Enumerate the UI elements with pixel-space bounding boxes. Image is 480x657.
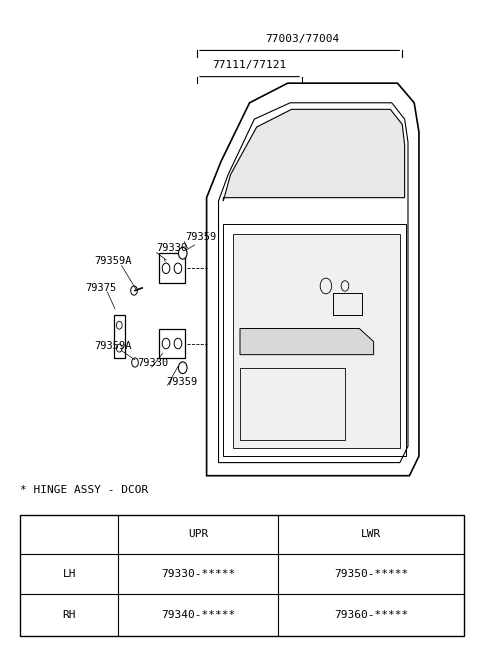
Text: 79330: 79330: [156, 243, 188, 254]
Text: 79350-*****: 79350-*****: [334, 569, 408, 579]
Circle shape: [179, 362, 187, 374]
Circle shape: [116, 321, 122, 329]
Text: 79359A: 79359A: [95, 342, 132, 351]
Text: 79359: 79359: [166, 377, 197, 388]
Text: LH: LH: [62, 569, 76, 579]
Text: UPR: UPR: [188, 530, 208, 539]
Bar: [159, 328, 185, 358]
PathPatch shape: [223, 109, 405, 201]
Text: 79359: 79359: [185, 231, 216, 242]
Bar: [333, 292, 362, 315]
Bar: [114, 315, 125, 358]
Text: 79330: 79330: [137, 358, 168, 368]
Text: 79375: 79375: [85, 283, 116, 292]
Circle shape: [132, 358, 138, 367]
PathPatch shape: [233, 234, 400, 447]
Circle shape: [116, 344, 122, 352]
PathPatch shape: [240, 328, 373, 355]
Text: 79340-*****: 79340-*****: [161, 610, 235, 620]
Text: * HINGE ASSY - DCOR: * HINGE ASSY - DCOR: [21, 486, 149, 495]
Circle shape: [162, 263, 170, 273]
Circle shape: [179, 248, 187, 259]
Circle shape: [174, 338, 182, 349]
Text: LWR: LWR: [361, 530, 381, 539]
Bar: [159, 253, 185, 283]
Text: RH: RH: [62, 610, 76, 620]
Circle shape: [174, 263, 182, 273]
Text: 77003/77004: 77003/77004: [265, 34, 339, 44]
Circle shape: [162, 338, 170, 349]
Text: 79359A: 79359A: [95, 256, 132, 266]
Text: 79330-*****: 79330-*****: [161, 569, 235, 579]
Text: 77111/77121: 77111/77121: [213, 60, 287, 70]
Circle shape: [131, 286, 137, 295]
Text: 79360-*****: 79360-*****: [334, 610, 408, 620]
Bar: [21, 515, 464, 636]
